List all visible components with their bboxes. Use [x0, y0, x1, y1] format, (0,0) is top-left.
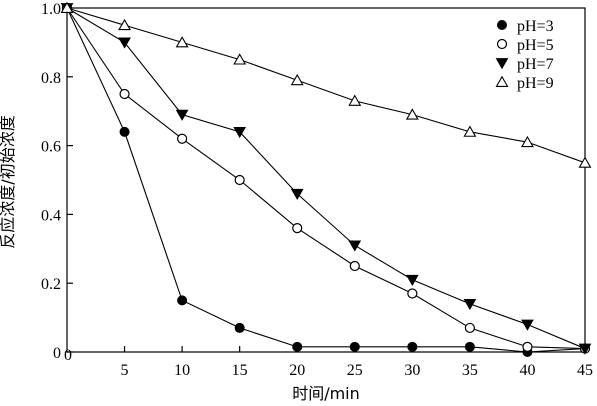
x-tick-label: 10: [174, 362, 190, 379]
legend-marker: [497, 20, 507, 30]
legend-marker: [495, 58, 509, 70]
data-point: [175, 36, 189, 48]
data-point: [118, 37, 131, 49]
legend-label: pH=7: [517, 56, 554, 73]
data-point: [405, 274, 419, 286]
x-origin-label: 0: [64, 347, 72, 364]
x-tick-label: 45: [577, 362, 593, 379]
data-point: [233, 126, 247, 139]
series-line: [66, 7, 586, 353]
legend-label: pH=3: [517, 18, 554, 35]
data-point: [177, 295, 188, 306]
data-point: [463, 298, 477, 311]
series-ph5: [61, 2, 591, 354]
x-tick-label: 5: [121, 362, 129, 379]
data-point: [521, 319, 534, 331]
legend-marker: [496, 38, 508, 50]
data-point: [175, 109, 189, 121]
data-point: [464, 341, 475, 352]
data-point: [290, 188, 304, 200]
data-point: [119, 88, 130, 100]
data-point: [348, 240, 362, 252]
data-point: [292, 341, 303, 352]
y-tick-label: 1.0: [41, 1, 61, 18]
x-tick-label: 35: [462, 362, 478, 379]
y-tick-label: 0.2: [41, 276, 61, 293]
x-tick-label: 30: [404, 362, 420, 379]
x-tick-label: 40: [519, 362, 535, 379]
data-point: [290, 73, 304, 86]
y-axis-title: 反应浓度/初始浓度: [0, 115, 17, 248]
series-ph3: [62, 3, 590, 357]
x-tick-label: 25: [347, 362, 363, 379]
series-line: [66, 7, 586, 164]
data-point: [234, 322, 245, 333]
data-point: [233, 53, 247, 65]
data-point: [234, 174, 245, 186]
data-point: [520, 135, 534, 148]
data-point: [292, 223, 303, 234]
data-point: [405, 108, 419, 120]
series-group: [60, 1, 592, 357]
axes: 5 10 15 20 25 30 35 40 45 00 0.2 0.4 0.6 0.8 1.0: [41, 1, 593, 379]
data-point: [119, 126, 130, 137]
data-point: [464, 322, 475, 334]
data-point: [177, 133, 188, 144]
data-point: [348, 94, 362, 106]
data-point: [522, 341, 533, 352]
y-tick-label: 0.6: [41, 139, 61, 156]
x-tick-label: 20: [289, 362, 305, 379]
legend-marker: [495, 75, 509, 87]
series-ph9: [60, 1, 592, 168]
x-axis-title: 时间/min: [292, 384, 360, 403]
y-tick-label: 0: [53, 345, 61, 362]
x-tick-label: 15: [232, 362, 248, 379]
legend-label: pH=5: [517, 37, 554, 54]
legend-label: pH=9: [517, 75, 554, 92]
data-point: [60, 1, 74, 13]
series-line: [66, 7, 586, 350]
data-point: [578, 156, 592, 168]
data-point: [407, 288, 418, 299]
plot-frame: [66, 7, 586, 353]
series-ph7: [60, 3, 592, 355]
series-line: [66, 7, 586, 350]
data-point: [349, 341, 360, 352]
legend: pH=3 pH=5 pH=7 pH=9: [495, 18, 554, 92]
data-point: [407, 341, 418, 352]
data-point: [349, 260, 360, 272]
y-tick-label: 0.8: [41, 70, 61, 87]
data-point: [118, 18, 132, 31]
y-tick-label: 0.4: [41, 207, 61, 224]
data-point: [463, 125, 477, 137]
data-point: [578, 343, 592, 355]
